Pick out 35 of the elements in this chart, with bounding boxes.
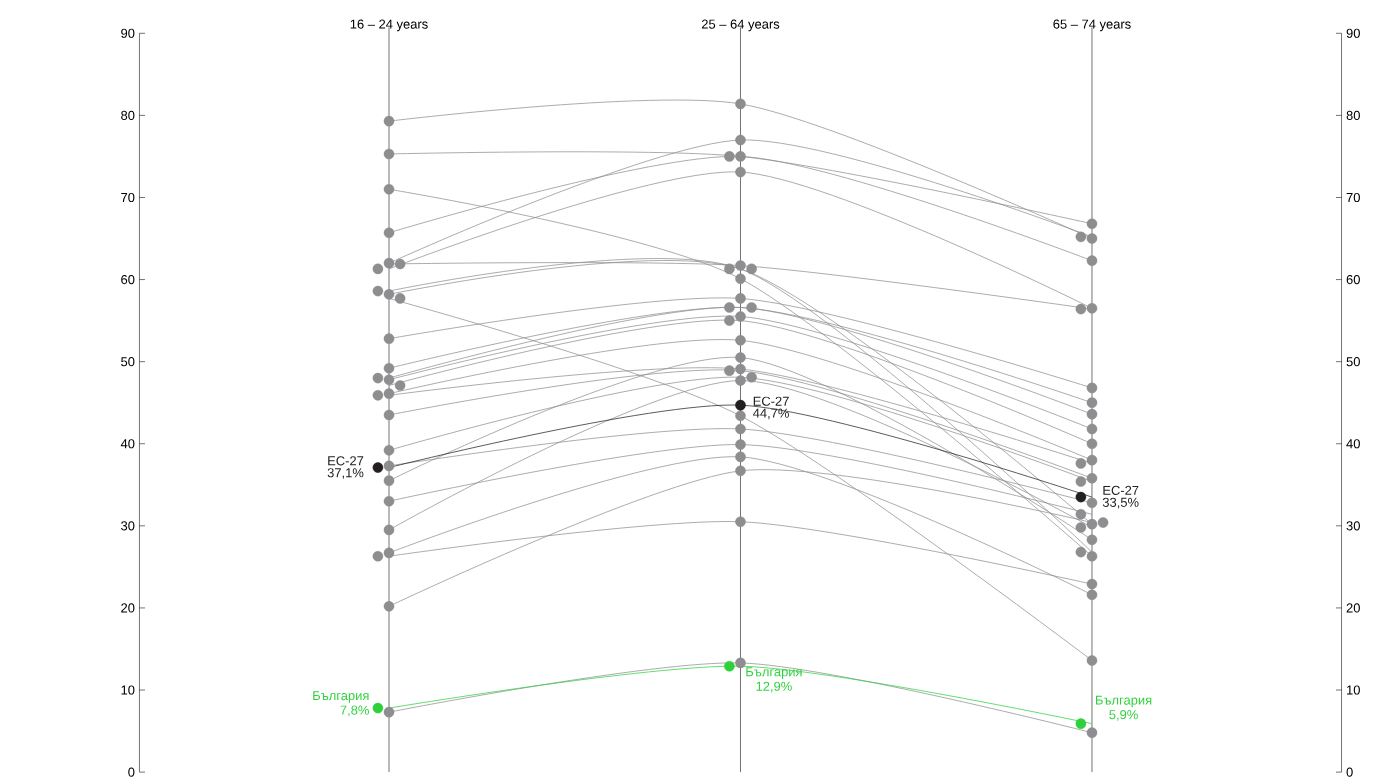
y2-tick-label: 90 <box>1346 28 1360 38</box>
series-label: ЕС-27 <box>753 396 789 406</box>
y-tick-label: 80 <box>121 110 135 120</box>
text: България <box>313 690 369 703</box>
y2-tick-label: 70 <box>1346 192 1360 202</box>
y2-tick-label: 60 <box>1346 274 1360 284</box>
y2-tick-label: 40 <box>1346 438 1360 449</box>
data-label: 5,9% <box>1109 709 1138 721</box>
data-label: 33,5% <box>1102 497 1139 509</box>
y2-tick-label: 30 <box>1346 521 1360 531</box>
x-tick-label: 25 – 64 years <box>701 19 780 32</box>
y-tick-label: 10 <box>121 685 135 695</box>
y2-tick-label: 80 <box>1346 110 1360 120</box>
y-tick-label: 90 <box>121 28 135 38</box>
data-label: 44,7% <box>752 408 789 420</box>
y-tick-label: 0 <box>128 767 135 777</box>
y-tick-label: 40 <box>120 438 135 449</box>
x-tick-label: 65 – 74 years <box>1053 19 1131 32</box>
y2-tick-label: 0 <box>1346 767 1353 777</box>
text: ЕС-27 <box>328 456 364 466</box>
x-tick-label: 16 – 24 years <box>350 19 428 32</box>
y-tick-label: 70 <box>121 192 135 202</box>
y-tick-label: 50 <box>121 356 135 367</box>
series-label: България <box>746 667 802 679</box>
y2-tick-label: 20 <box>1346 603 1360 613</box>
text: България <box>1096 695 1152 708</box>
data-label: 37,1% <box>327 467 364 479</box>
y-tick-label: 30 <box>121 521 135 531</box>
y-tick-label: 60 <box>121 274 135 284</box>
y-tick-label: 20 <box>121 603 135 613</box>
text: ЕС-27 <box>1103 485 1139 495</box>
data-label: 7,8% <box>340 705 369 716</box>
y2-tick-label: 10 <box>1347 685 1360 695</box>
data-label: 12,9% <box>756 681 792 693</box>
y2-tick-label: 50 <box>1346 356 1360 367</box>
